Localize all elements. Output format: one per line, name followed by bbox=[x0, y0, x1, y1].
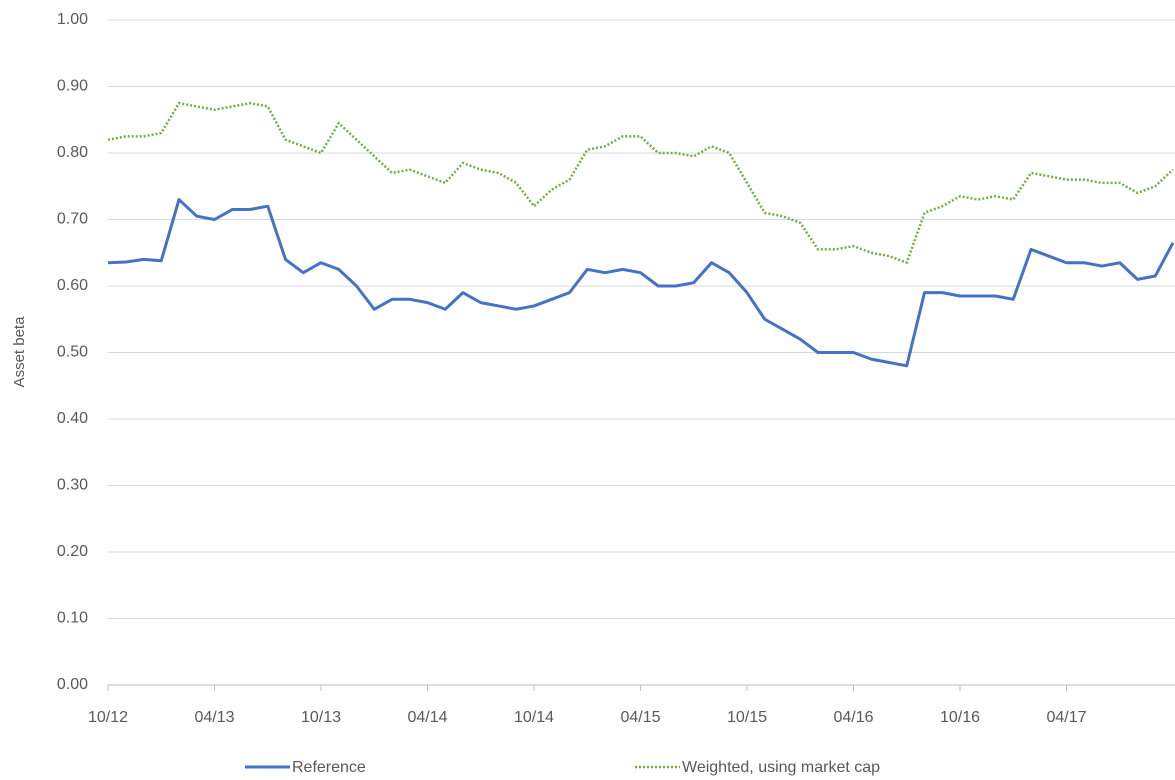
x-tick-label: 04/14 bbox=[407, 709, 447, 726]
x-tick-label: 04/15 bbox=[620, 709, 660, 726]
y-tick-label: 0.20 bbox=[57, 543, 88, 560]
y-tick-label: 0.30 bbox=[57, 477, 88, 494]
x-tick-label: 10/13 bbox=[301, 709, 341, 726]
x-tick-label: 10/12 bbox=[88, 709, 128, 726]
y-tick-label: 0.90 bbox=[57, 78, 88, 95]
y-tick-label: 0.10 bbox=[57, 610, 88, 627]
x-tick-label: 10/15 bbox=[727, 709, 767, 726]
y-tick-label: 0.60 bbox=[57, 277, 88, 294]
x-tick-label: 04/16 bbox=[833, 709, 873, 726]
y-tick-label: 0.00 bbox=[57, 676, 88, 693]
y-tick-label: 0.70 bbox=[57, 211, 88, 228]
x-tick-label: 04/17 bbox=[1046, 709, 1086, 726]
y-axis-label: Asset beta bbox=[11, 316, 28, 388]
x-tick-label: 04/13 bbox=[194, 709, 234, 726]
data-line bbox=[107, 198, 1175, 368]
data-line bbox=[107, 101, 1174, 264]
y-tick-label: 0.50 bbox=[57, 344, 88, 361]
x-tick-label: 10/14 bbox=[514, 709, 554, 726]
legend-label: Weighted, using market cap bbox=[682, 759, 880, 776]
y-tick-label: 0.40 bbox=[57, 410, 88, 427]
y-tick-label: 1.00 bbox=[57, 11, 88, 28]
x-tick-label: 10/16 bbox=[940, 709, 980, 726]
y-tick-label: 0.80 bbox=[57, 144, 88, 161]
legend-label: Reference bbox=[292, 759, 366, 776]
